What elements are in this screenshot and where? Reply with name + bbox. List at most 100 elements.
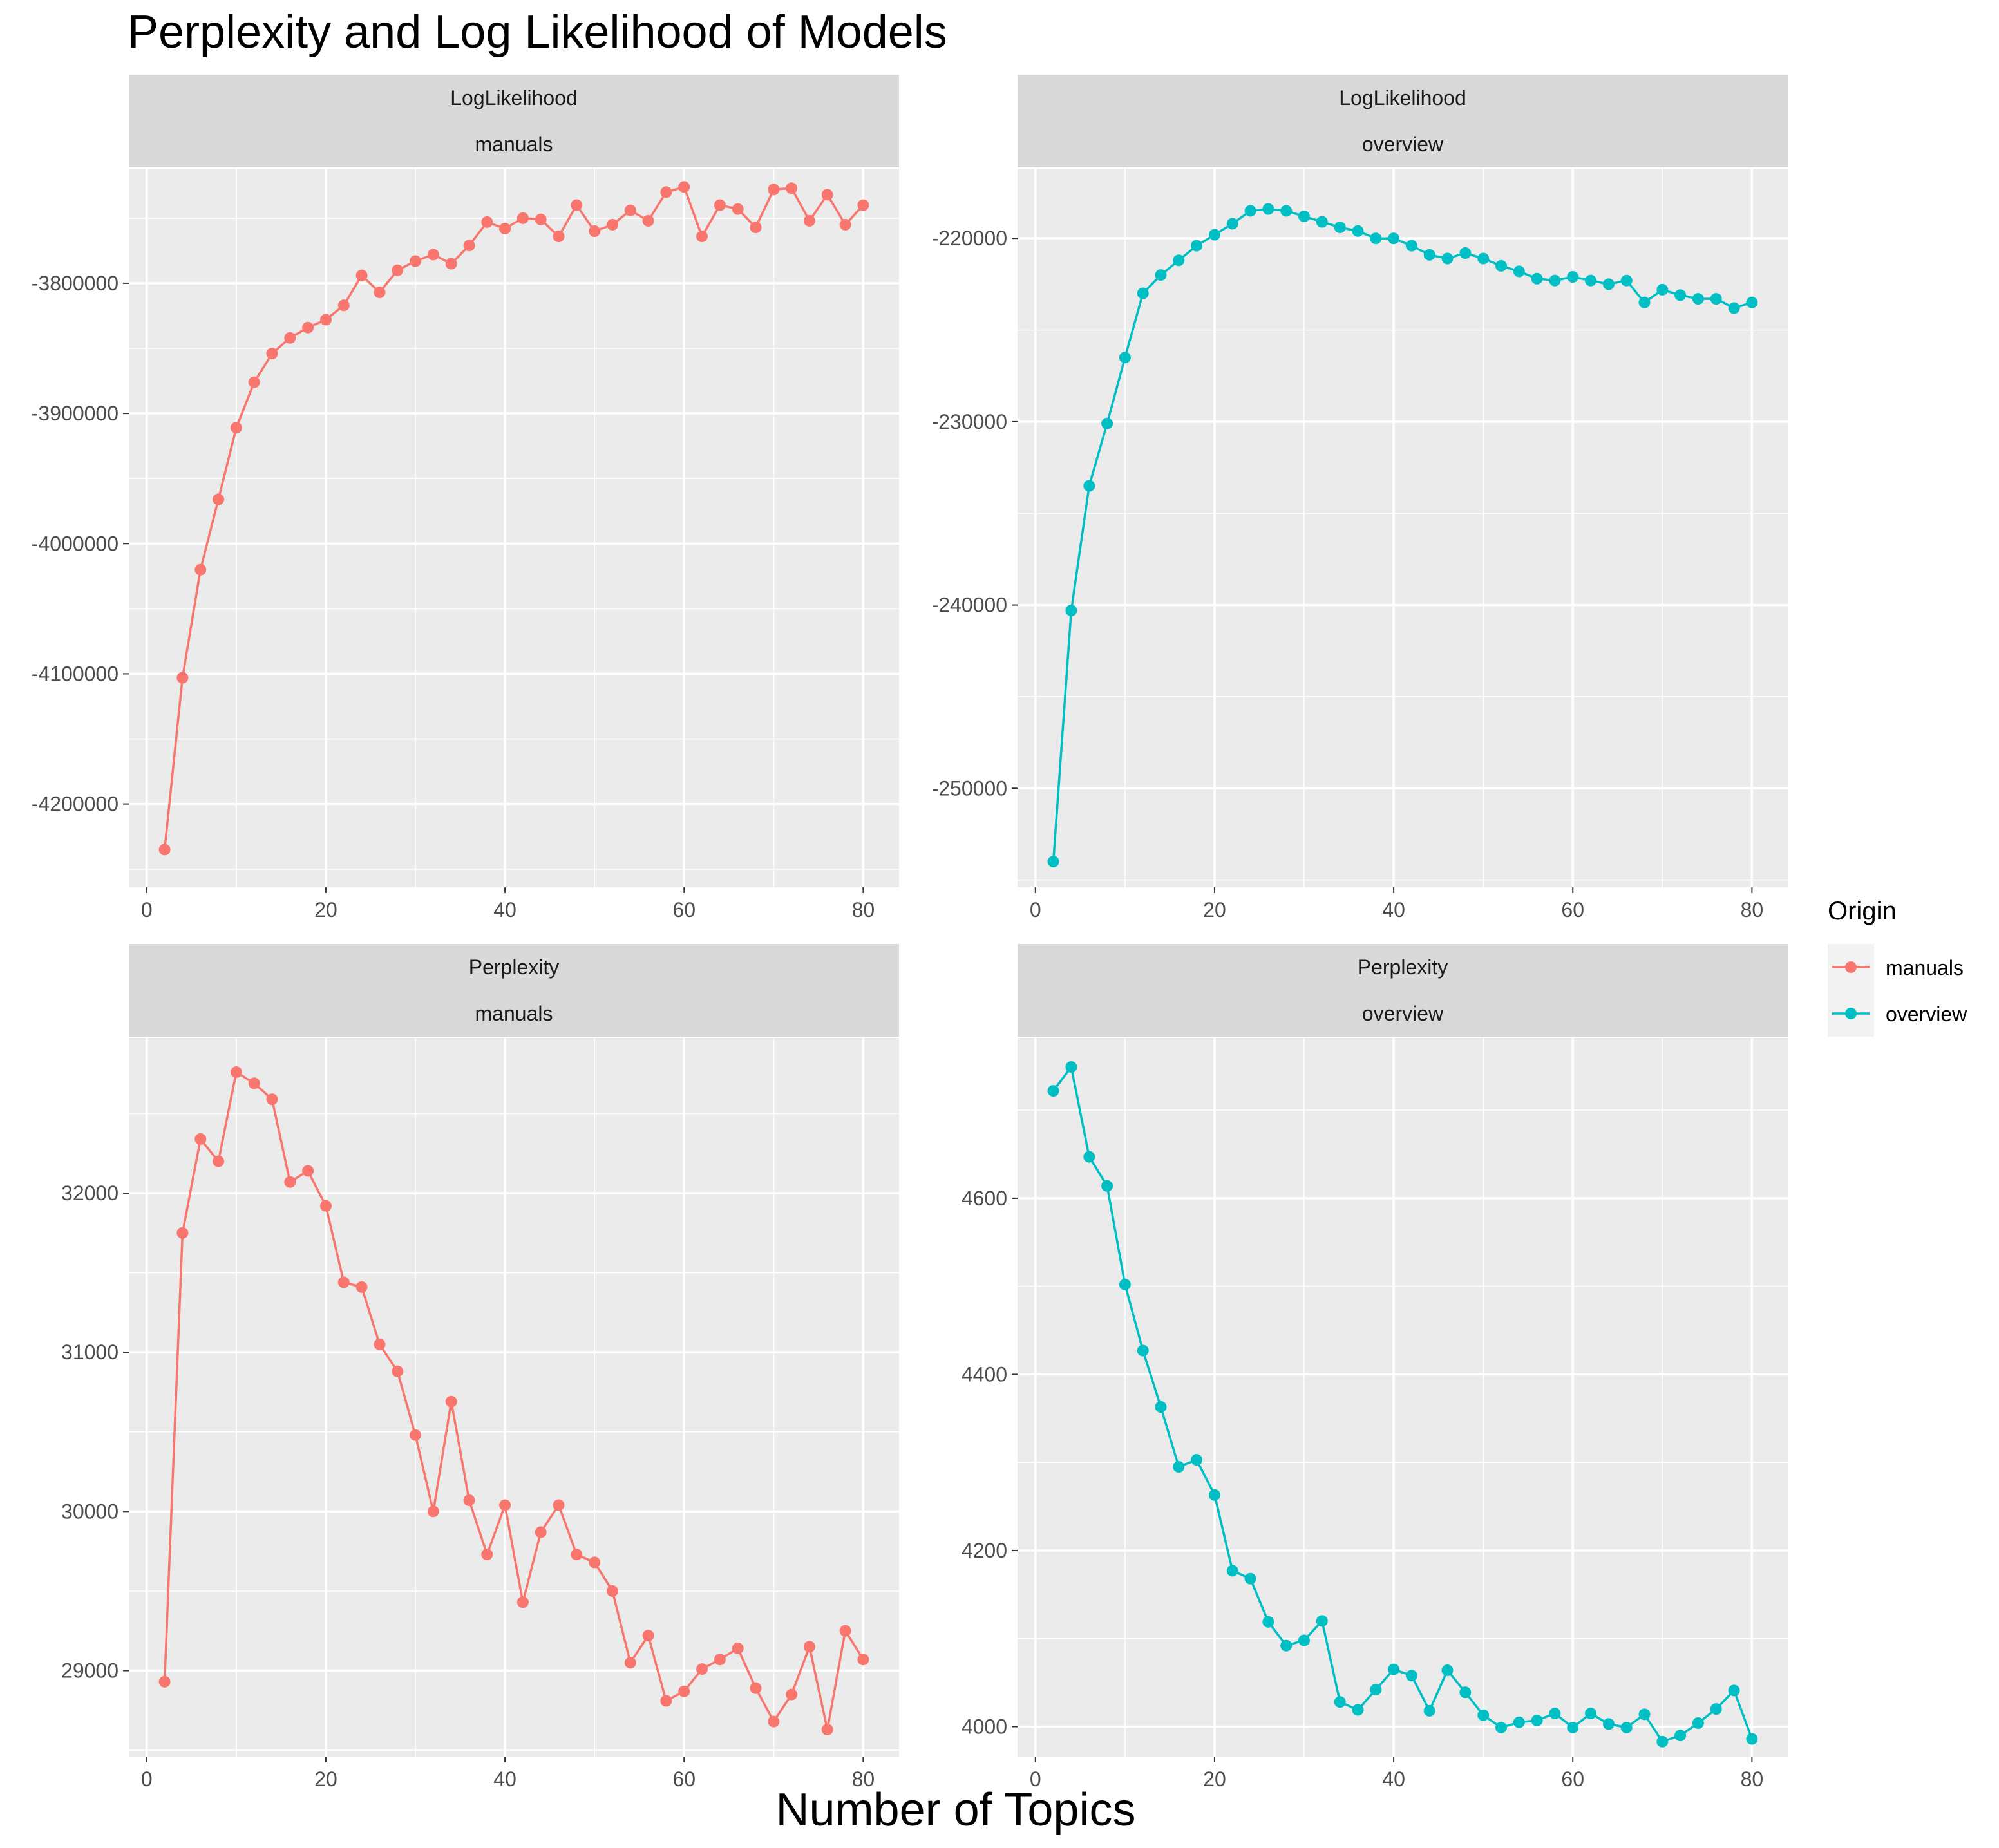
facet-strip: [129, 121, 899, 167]
data-point: [1226, 1565, 1238, 1577]
data-point: [266, 1093, 278, 1106]
series-line: [163, 1071, 864, 1731]
data-point: [1638, 296, 1651, 308]
data-point: [571, 199, 583, 211]
y-tick-label: -220000: [932, 227, 1007, 250]
data-point: [1334, 1696, 1346, 1708]
data-point: [194, 1133, 207, 1145]
legend-item: manuals: [1828, 944, 1964, 990]
data-point: [1710, 293, 1722, 305]
facet-strip-label: overview: [1362, 1002, 1444, 1025]
series-line: [163, 185, 864, 850]
data-point: [463, 240, 475, 252]
data-point: [624, 1657, 636, 1669]
data-point: [1173, 1461, 1185, 1473]
data-point: [516, 1596, 529, 1608]
data-point: [355, 269, 368, 281]
data-point: [1746, 1733, 1758, 1745]
data-point: [445, 1395, 457, 1408]
data-point: [392, 1365, 404, 1377]
data-point: [1388, 1663, 1400, 1675]
plot-area: [1018, 1038, 1788, 1757]
data-point: [535, 1526, 547, 1538]
y-tick-label: -240000: [932, 594, 1007, 617]
data-point: [1226, 218, 1238, 230]
data-point: [1620, 1721, 1633, 1733]
data-point: [410, 1429, 421, 1441]
data-point: [624, 204, 636, 216]
data-point: [1459, 247, 1472, 259]
data-point: [158, 1675, 171, 1688]
data-point: [302, 1165, 314, 1177]
data-point: [248, 1077, 260, 1089]
data-point: [499, 1499, 511, 1511]
data-point: [194, 563, 207, 576]
series-line: [1052, 207, 1752, 862]
data-point: [302, 321, 314, 334]
data-point: [1262, 203, 1274, 215]
data-point: [803, 214, 815, 227]
x-tick-label: 60: [1561, 898, 1584, 921]
data-point: [213, 493, 225, 505]
data-point: [1244, 205, 1256, 217]
legend-label: overview: [1886, 1003, 1967, 1026]
data-point: [1567, 1721, 1579, 1733]
data-point: [1405, 240, 1417, 252]
y-tick-label: -250000: [932, 777, 1007, 800]
x-tick-label: 80: [1741, 1768, 1764, 1791]
facet-panel: Perplexity manuals 0 20 40 60 80 29000 30000 3100…: [61, 944, 899, 1791]
data-point: [1728, 302, 1740, 314]
data-point: [355, 1281, 368, 1293]
facet-strip-label: LogLikelihood: [1339, 86, 1466, 109]
data-point: [1513, 265, 1525, 278]
data-point: [427, 1505, 439, 1518]
data-point: [589, 225, 601, 237]
y-tick-label: -230000: [932, 410, 1007, 433]
x-tick-label: 0: [1030, 1768, 1041, 1791]
data-point: [1316, 1615, 1328, 1627]
x-tick-label: 0: [141, 898, 153, 921]
data-point: [571, 1549, 583, 1561]
data-point: [1370, 1684, 1382, 1696]
data-point: [1191, 1454, 1203, 1466]
data-point: [1119, 352, 1131, 364]
legend: Origin manuals overview: [1828, 897, 1967, 1037]
x-tick-label: 0: [1030, 898, 1041, 921]
facet-strip-label: Perplexity: [469, 956, 560, 979]
legend-item: overview: [1828, 990, 1967, 1037]
data-point: [1209, 1489, 1220, 1501]
facet-strip: [129, 944, 899, 990]
y-tick-label: -3800000: [32, 272, 118, 295]
data-point: [1728, 1684, 1740, 1697]
data-point: [1638, 1708, 1651, 1721]
data-point: [642, 1630, 654, 1642]
data-point: [839, 218, 851, 231]
data-point: [230, 422, 242, 434]
data-point: [660, 1695, 672, 1707]
data-point: [1746, 296, 1758, 308]
data-point: [714, 1654, 726, 1666]
data-point: [839, 1625, 851, 1637]
x-tick-label: 40: [1382, 1768, 1405, 1791]
y-tick-label: 4200: [962, 1539, 1007, 1562]
series-line: [1052, 1066, 1754, 1743]
facet-strip-label: Perplexity: [1358, 956, 1448, 979]
legend-title: Origin: [1828, 897, 1897, 925]
data-point: [320, 1200, 332, 1212]
data-point: [821, 189, 833, 201]
data-point: [1513, 1716, 1525, 1728]
data-point: [266, 348, 278, 360]
chart-title: Perplexity and Log Likelihood of Models: [128, 6, 947, 58]
data-point: [1370, 232, 1382, 245]
legend-label: manuals: [1886, 956, 1964, 979]
data-point: [1441, 252, 1454, 265]
x-tick-label: 60: [672, 898, 696, 921]
data-point: [1531, 1714, 1543, 1726]
data-point: [1298, 1634, 1310, 1646]
data-point: [1065, 605, 1077, 617]
facet-strip-label: manuals: [475, 1002, 553, 1025]
data-point: [1191, 240, 1203, 252]
facet-strip: [1018, 75, 1788, 121]
x-tick-label: 60: [672, 1768, 696, 1791]
